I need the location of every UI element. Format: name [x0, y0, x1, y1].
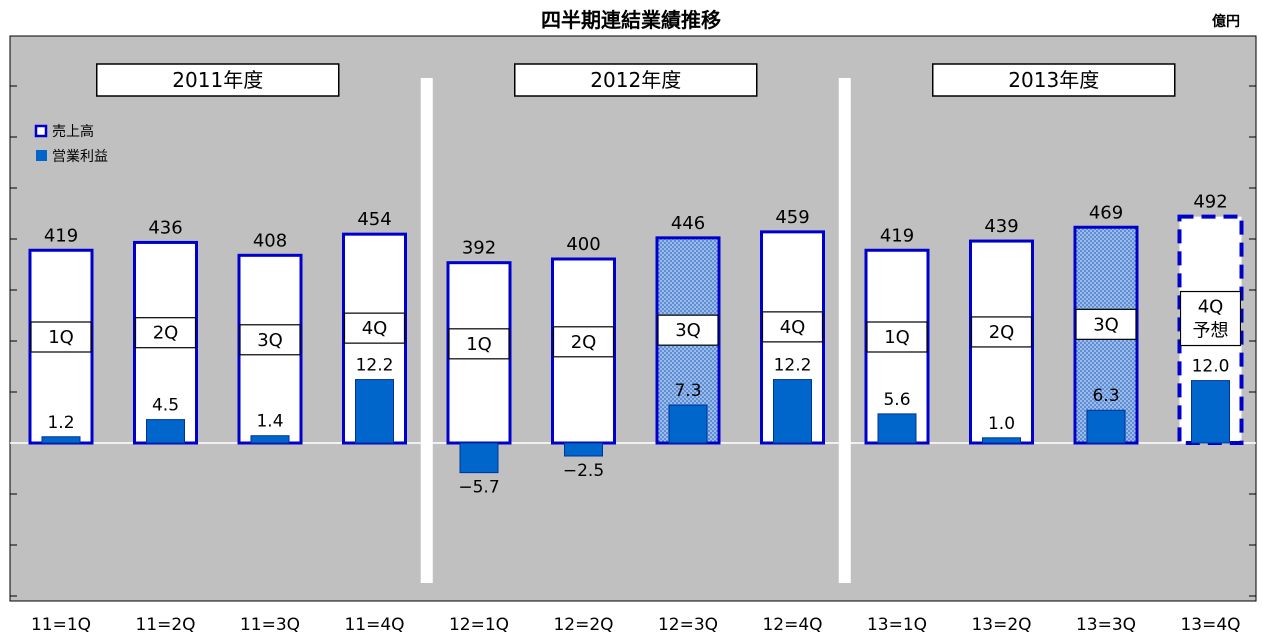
- profit-value-label: 6.3: [1092, 386, 1119, 406]
- quarter-label-box: [448, 328, 510, 360]
- year-label: 2011年度: [172, 68, 263, 92]
- quarter-label: 2Q: [153, 323, 179, 344]
- profit-value-label: 12.2: [774, 356, 812, 376]
- legend-sales-label: 売上高: [52, 123, 94, 140]
- profit-value-label: 4.5: [152, 396, 179, 416]
- profit-bar: [250, 435, 290, 444]
- quarter-label-box: [343, 312, 406, 344]
- sales-value-label: 392: [462, 238, 496, 259]
- year-label: 2013年度: [1008, 68, 1099, 92]
- year-label-box: [932, 63, 1176, 97]
- quarter-label: 予想: [1193, 321, 1229, 342]
- quarter-label: 2Q: [571, 332, 597, 353]
- quarter-label-box: [657, 314, 719, 346]
- profit-value-label: −5.7: [458, 478, 499, 498]
- quarter-label: 4Q: [1198, 297, 1224, 318]
- year-dividers: [420, 78, 851, 583]
- sales-value-label: 439: [984, 216, 1018, 237]
- quarter-label: 2Q: [989, 322, 1015, 343]
- profit-value-label: −2.5: [563, 461, 604, 481]
- quarter-label-box: [239, 324, 301, 356]
- quarter-label-box: [761, 311, 824, 343]
- profit-value-label: 1.0: [988, 414, 1015, 434]
- x-tick-label: 12=3Q: [658, 615, 718, 634]
- quarter-label-box: [1179, 290, 1242, 347]
- y-axis-ticks-left: [10, 85, 17, 597]
- profit-bar: [1086, 409, 1126, 444]
- chart-title: 四半期連結業績推移: [541, 8, 721, 32]
- profit-bar: [773, 379, 812, 444]
- x-tick-label: 11=3Q: [240, 615, 300, 634]
- quarter-label: 1Q: [466, 334, 492, 355]
- quarter-label: 1Q: [48, 327, 74, 348]
- quarter-label-box: [552, 326, 615, 358]
- sales-value-label: 400: [566, 234, 600, 255]
- quarter-label: 4Q: [362, 318, 388, 339]
- x-tick-label: 13=1Q: [867, 615, 927, 634]
- year-divider: [838, 78, 851, 583]
- profit-bar: [564, 442, 603, 457]
- year-label: 2012年度: [590, 68, 681, 92]
- year-labels: 2011年度 2012年度 2013年度: [96, 63, 1176, 97]
- quarter-label-box: [1075, 308, 1137, 340]
- quarter-label: 3Q: [1093, 314, 1119, 335]
- quarter-label: 1Q: [884, 327, 910, 348]
- legend: 売上高 営業利益: [34, 123, 108, 165]
- sales-value-label: 469: [1089, 202, 1123, 223]
- year-label-box: [96, 63, 340, 97]
- x-tick-label: 12=1Q: [449, 615, 509, 634]
- x-tick-label: 11=1Q: [31, 615, 91, 634]
- quarter-label-box: [866, 321, 928, 353]
- legend-sales-swatch: [34, 124, 48, 138]
- profit-bar: [982, 437, 1021, 444]
- profit-value-label: 12.0: [1192, 357, 1230, 377]
- profit-bar: [1191, 380, 1230, 444]
- quarter-label-box: [970, 316, 1033, 348]
- profit-bar: [668, 404, 708, 444]
- sales-value-label: 454: [357, 209, 391, 230]
- plot-area: [9, 35, 1257, 602]
- x-tick-label: 12=2Q: [553, 615, 613, 634]
- x-tick-label: 13=3Q: [1076, 615, 1136, 634]
- sales-value-label: 419: [44, 225, 78, 246]
- profit-value-label: 1.2: [47, 413, 74, 433]
- quarter-label: 3Q: [257, 330, 283, 351]
- profit-value-label: 7.3: [674, 381, 701, 401]
- sales-value-label: 459: [775, 207, 809, 228]
- sales-value-label: 492: [1193, 192, 1227, 213]
- x-tick-label: 11=2Q: [135, 615, 195, 634]
- sales-value-label: 408: [253, 230, 287, 251]
- legend-profit-swatch: [36, 150, 47, 161]
- quarter-label-box: [134, 317, 197, 349]
- year-divider: [420, 78, 433, 583]
- profit-bar: [355, 379, 394, 444]
- quarter-label-box: [30, 321, 92, 353]
- x-tick-label: 13=4Q: [1180, 615, 1240, 634]
- x-tick-label: 13=2Q: [971, 615, 1031, 634]
- profit-bar: [877, 413, 917, 444]
- legend-profit-label: 営業利益: [52, 149, 108, 165]
- x-axis-labels: 11=1Q 11=2Q 11=3Q 11=4Q 12=1Q 12=2Q 12=3Q 12=4Q…: [31, 615, 1241, 634]
- profit-bar: [41, 436, 81, 444]
- profit-value-label: 1.4: [256, 412, 283, 432]
- sales-value-label: 446: [671, 213, 705, 234]
- sales-value-label: 419: [880, 225, 914, 246]
- bars: 419 1.2 1Q 436 4.5 2Q 408 1.4 3Q 454 12.2 4Q 392 −5.7…: [28, 192, 1244, 498]
- profit-value-label: 5.6: [883, 390, 910, 410]
- profit-bar: [459, 442, 499, 474]
- x-tick-label: 11=4Q: [344, 615, 404, 634]
- quarter-label: 3Q: [675, 320, 701, 341]
- x-tick-label: 12=4Q: [762, 615, 822, 634]
- profit-bar: [146, 419, 185, 444]
- profit-value-label: 12.2: [356, 356, 394, 376]
- quarter-label: 4Q: [780, 317, 806, 338]
- year-label-box: [514, 63, 758, 97]
- sales-value-label: 436: [148, 217, 182, 238]
- unit-label: 億円: [1212, 13, 1240, 30]
